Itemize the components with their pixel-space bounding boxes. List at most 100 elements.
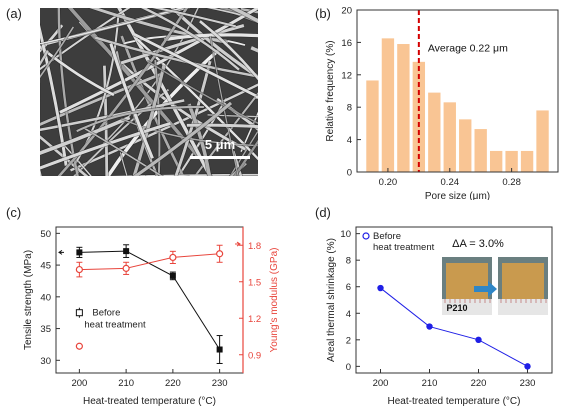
y-tick-label: 35 (40, 324, 51, 335)
panel-label-d: (d) (315, 205, 331, 220)
fiber (186, 123, 258, 129)
fiber (82, 126, 164, 176)
fiber (199, 20, 258, 81)
before-label: Before (92, 308, 120, 319)
arrow-right-icon (474, 281, 497, 297)
delta-area-label: ΔA = 3.0% (452, 238, 504, 250)
x-axis-label: Heat-treated temperature (°C) (83, 396, 216, 407)
fiber (121, 118, 258, 147)
y-axis-label: Tensile strength (MPa) (23, 250, 34, 350)
scale-bar-label: 5 μm (205, 137, 235, 152)
y2-tick-label: 1.8 (248, 241, 261, 252)
tensile-point (216, 346, 223, 353)
fiber (40, 24, 64, 53)
fiber (209, 35, 239, 176)
y-tick-label: 6 (346, 282, 351, 293)
membrane-sample (502, 263, 544, 299)
x-tick-label: 220 (471, 378, 487, 389)
sem-micrograph-image: 5 μm (40, 8, 258, 176)
membrane-after-photo (498, 257, 548, 315)
histogram-bar (489, 150, 503, 172)
histogram-bar (536, 110, 549, 172)
heat-treatment-label: heat treatment (84, 320, 146, 331)
y2-axis-label: Young's modulus (GPa) (269, 248, 280, 353)
y-tick-label: 8 (347, 103, 352, 114)
histogram-bar (520, 150, 534, 172)
modulus-point (169, 253, 177, 262)
membrane-sample (446, 263, 488, 299)
x-tick-label: 230 (212, 378, 228, 389)
fiber (76, 105, 204, 133)
legend-line2: heat treatment (373, 242, 435, 253)
fiber (40, 99, 185, 132)
fiber (40, 72, 162, 126)
y2-tick-label: 0.9 (248, 350, 261, 361)
plot-frame (356, 9, 559, 173)
fiber (59, 8, 258, 114)
tensile-line (79, 250, 221, 350)
fiber (154, 60, 161, 176)
fiber (132, 101, 233, 176)
plot-frame (55, 226, 244, 374)
histogram-bar (428, 92, 441, 172)
y2-tick-label: 1.5 (248, 277, 261, 288)
fiber (187, 103, 212, 176)
fiber (119, 152, 128, 176)
fiber (40, 115, 131, 155)
fiber (40, 122, 171, 170)
x-tick-label: 220 (165, 378, 181, 389)
fiber (140, 8, 240, 71)
y-tick-label: 20 (341, 6, 352, 17)
left-axis-arrow (58, 249, 64, 255)
fiber (229, 130, 258, 176)
panel-label-b: (b) (315, 6, 331, 21)
y-tick-label: 0 (347, 168, 352, 179)
x-axis-label: Heat-treated temperature (°C) (388, 396, 521, 407)
modulus-point (216, 250, 224, 258)
modulus-point (75, 265, 83, 274)
y-tick-label: 4 (347, 135, 352, 146)
legend-marker (362, 232, 370, 240)
right-axis-arrow (235, 241, 241, 247)
y-tick-label: 50 (40, 229, 51, 240)
scale-bar (190, 156, 250, 159)
pore-size-histogram: Average 0.22 μm 0 4 8 12 16 20 0.20 0.24 0.28 Pore… (325, 6, 559, 200)
histogram-bar (381, 38, 395, 172)
y-tick-label: 30 (40, 356, 51, 367)
legend-line1: Before (373, 231, 401, 242)
x-tick-label: 210 (118, 378, 134, 389)
fiber (40, 45, 115, 97)
fiber (40, 26, 75, 79)
before-modulus-marker (75, 342, 83, 350)
fiber (146, 60, 258, 125)
fiber (40, 8, 131, 71)
ruler (498, 299, 548, 315)
histogram-bar (397, 44, 410, 172)
shrinkage-point (377, 284, 384, 292)
y-axis-label: Areal thermal shrinkage (%) (326, 238, 337, 362)
y-tick-label: 0 (346, 362, 351, 373)
shrinkage-point (524, 363, 531, 370)
x-tick-label: 0.24 (441, 177, 460, 188)
histogram-bar (474, 129, 487, 172)
shrinkage-point (426, 323, 433, 330)
x-tick-label: 0.20 (379, 177, 398, 188)
fiber (152, 8, 237, 28)
x-tick-label: 210 (422, 378, 438, 389)
tensile-point (76, 249, 83, 256)
fiber (133, 32, 258, 99)
y-tick-label: 4 (346, 309, 351, 320)
x-tick-label: 200 (71, 378, 87, 389)
tensile-modulus-chart: 30 35 40 45 50 0.9 1.2 1.5 1.8 200 210 220 230 Heat-t… (23, 226, 280, 407)
fiber (207, 114, 258, 118)
y-tick-label: 45 (40, 261, 51, 272)
before-tensile-marker (75, 309, 83, 317)
fiber (136, 38, 258, 161)
sample-label: P210 (446, 303, 467, 313)
histogram-bar (459, 119, 472, 172)
fiber (120, 35, 185, 176)
x-tick-label: 0.28 (502, 177, 520, 188)
fiber (40, 24, 68, 166)
modulus-line (79, 253, 220, 271)
histogram-bar (505, 150, 518, 172)
